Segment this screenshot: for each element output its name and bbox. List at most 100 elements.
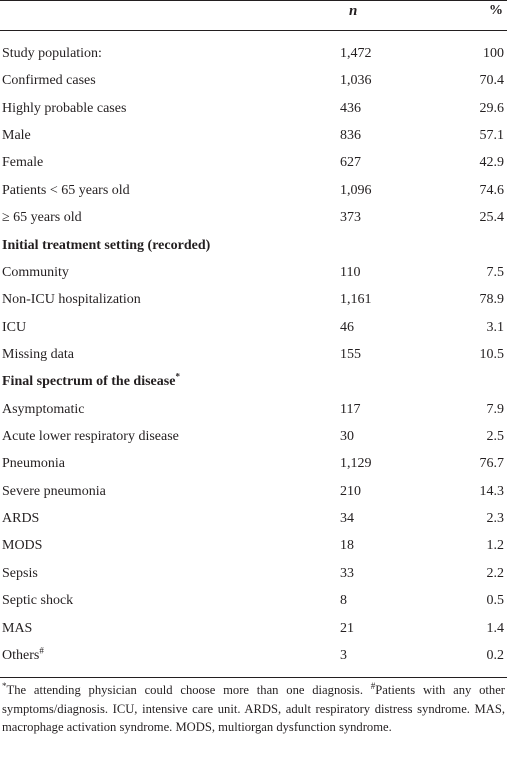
label-text: Community [2, 264, 69, 280]
pct-value: 10.5 [479, 346, 505, 362]
pct-value: 1.4 [486, 620, 505, 636]
label-text: Study population: [2, 46, 102, 61]
label-text: Acute lower respiratory disease [2, 429, 179, 445]
pct-value: 100 [483, 46, 504, 61]
label-text: Initial treatment setting (recorded) [2, 237, 211, 253]
n-value: 1,472 [340, 46, 372, 61]
pct-value: 2.5 [486, 429, 505, 445]
top-rule [0, 0, 507, 1]
footnote-mark: * [2, 680, 7, 691]
row-label: MODS [2, 537, 42, 555]
label-text: Female [2, 155, 44, 171]
n-value: 1,096 [340, 182, 372, 198]
label-text: Patients < 65 years old [2, 182, 130, 198]
pct-value: 1.2 [486, 538, 505, 554]
row-label: ARDS [2, 510, 39, 528]
label-text: Missing data [2, 346, 74, 362]
superscript: # [39, 645, 44, 656]
label-text: MODS [2, 538, 43, 554]
row-label: Community [2, 264, 69, 282]
section-label: Initial treatment setting (recorded) [2, 237, 210, 255]
label-text: Pneumonia [2, 456, 65, 472]
label-text: Male [2, 128, 31, 144]
n-value: 33 [340, 565, 354, 581]
label-text: Final spectrum of the disease [2, 374, 176, 390]
pct-value: 25.4 [479, 210, 505, 226]
n-value: 34 [340, 511, 354, 527]
n-value: 30 [340, 429, 354, 445]
label-text: Septic shock [2, 593, 74, 609]
label-text: ICU [2, 319, 27, 335]
bottom-rule [0, 677, 507, 678]
n-value: 155 [340, 346, 361, 362]
label-text: Asymptomatic [2, 401, 85, 417]
pct-value: 3.1 [486, 319, 505, 335]
row-label: Patients < 65 years old [2, 182, 130, 200]
footnote-text: The attending physician could choose mor… [6, 683, 371, 697]
superscript: * [175, 371, 180, 382]
pct-value: 42.9 [479, 155, 505, 171]
label-text: Non-ICU hospitalization [2, 292, 141, 308]
n-value: 8 [340, 593, 347, 609]
header-n: n [349, 3, 358, 19]
row-label: Missing data [2, 346, 74, 364]
n-value: 836 [340, 128, 361, 144]
n-value: 46 [340, 319, 354, 335]
footnote-mark: # [370, 680, 376, 691]
row-label: Female [2, 154, 43, 172]
label-text: Others [2, 647, 40, 663]
row-label: MAS [2, 620, 32, 638]
label-text: MAS [2, 620, 33, 636]
label-text: ≥ 65 years old [2, 210, 82, 226]
n-value: 1,129 [340, 456, 372, 472]
row-label: Sepsis [2, 565, 38, 583]
row-label: ICU [2, 319, 26, 337]
pct-value: 7.5 [486, 264, 505, 280]
pct-value: 14.3 [479, 483, 505, 499]
row-label: Non-ICU hospitalization [2, 291, 141, 309]
footnote: *The attending physician could choose mo… [2, 681, 505, 737]
pct-value: 2.3 [486, 511, 505, 527]
label-text: Severe pneumonia [2, 483, 106, 499]
label-text: Sepsis [2, 565, 38, 581]
row-label: ≥ 65 years old [2, 209, 82, 227]
pct-value: 74.6 [479, 182, 505, 198]
n-value: 1,036 [340, 73, 372, 89]
pct-value: 0.5 [486, 593, 505, 609]
pct-value: 76.7 [479, 456, 505, 472]
row-label: Study population: [2, 45, 102, 63]
header-pct: % [489, 3, 503, 18]
n-value: 210 [340, 483, 361, 499]
row-label: Acute lower respiratory disease [2, 428, 179, 446]
n-value: 110 [340, 264, 361, 280]
row-label: Others# [2, 645, 44, 665]
pct-value: 57.1 [479, 128, 505, 144]
pct-value: 0.2 [486, 647, 505, 663]
n-value: 18 [340, 538, 354, 554]
row-label: Asymptomatic [2, 401, 84, 419]
n-value: 436 [340, 100, 361, 116]
pct-value: 29.6 [479, 100, 505, 116]
row-label: Confirmed cases [2, 72, 96, 90]
pct-value: 2.2 [486, 565, 505, 581]
row-label: Pneumonia [2, 455, 65, 473]
footnote-text: Patients with any other symptoms/diagnos… [2, 683, 505, 734]
label-text: Highly probable cases [2, 100, 127, 116]
pct-value: 78.9 [479, 292, 505, 308]
row-label: Septic shock [2, 592, 73, 610]
n-value: 627 [340, 155, 361, 171]
n-value: 21 [340, 620, 354, 636]
row-label: Severe pneumonia [2, 483, 106, 501]
row-label: Highly probable cases [2, 100, 126, 118]
n-value: 373 [340, 210, 361, 226]
label-text: ARDS [2, 511, 40, 527]
label-text: Confirmed cases [2, 73, 96, 89]
header-rule [0, 30, 507, 31]
section-label: Final spectrum of the disease* [2, 371, 180, 391]
n-value: 1,161 [340, 292, 372, 308]
n-value: 3 [340, 647, 347, 663]
pct-value: 70.4 [479, 73, 505, 89]
pct-value: 7.9 [486, 401, 505, 417]
n-value: 117 [340, 401, 361, 417]
